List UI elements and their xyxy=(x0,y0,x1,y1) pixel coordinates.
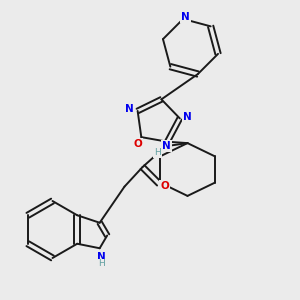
Text: N: N xyxy=(181,12,190,22)
Text: N: N xyxy=(162,141,171,151)
Text: N: N xyxy=(97,252,106,262)
Text: O: O xyxy=(134,139,143,149)
Text: N: N xyxy=(183,112,192,122)
Text: H: H xyxy=(98,259,105,268)
Text: H: H xyxy=(154,148,161,157)
Text: O: O xyxy=(160,181,169,191)
Text: N: N xyxy=(125,103,134,113)
